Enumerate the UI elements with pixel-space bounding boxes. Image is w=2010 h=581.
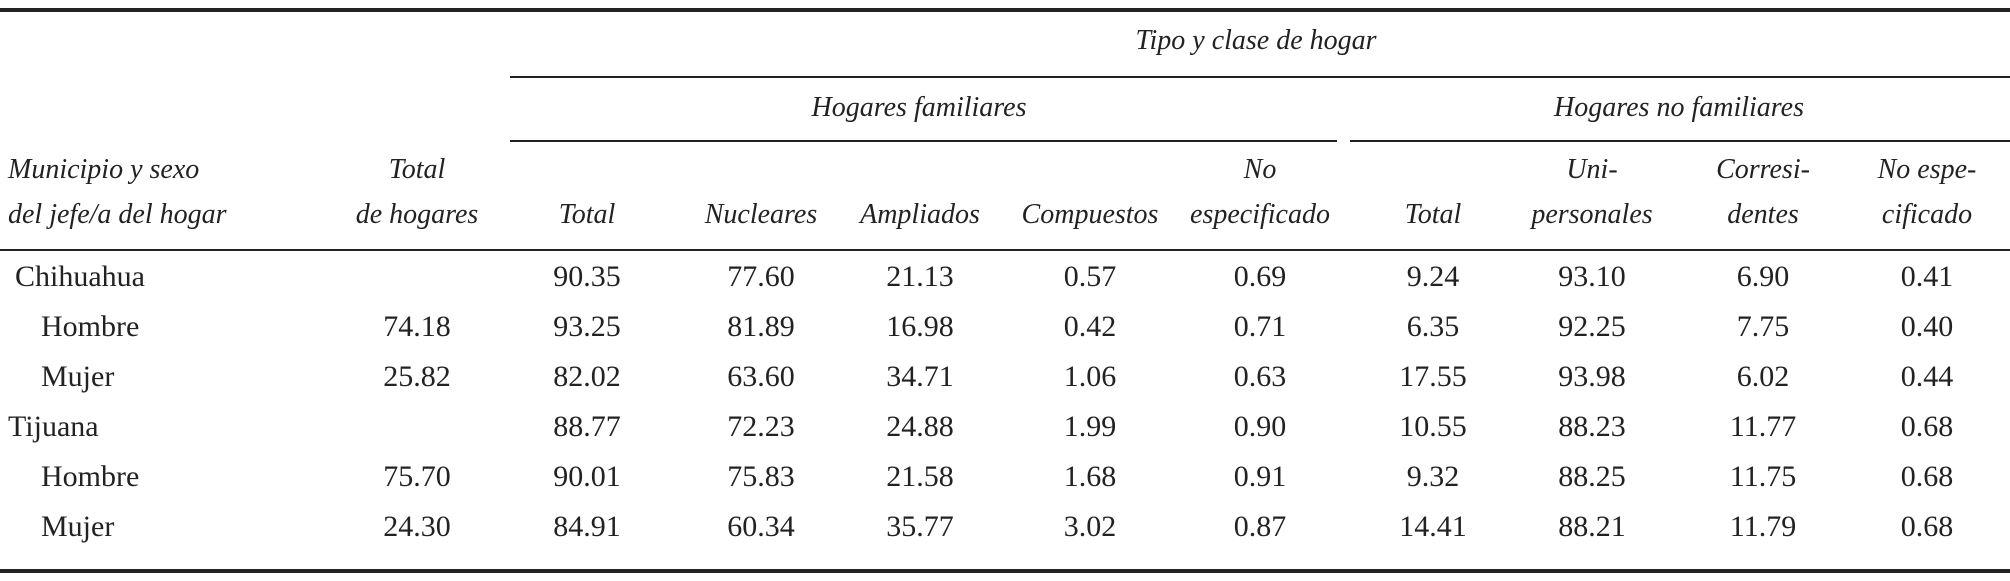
row-label: Chihuahua: [15, 260, 145, 293]
column-header: Total: [388, 154, 446, 185]
column-header: Uni-: [1566, 154, 1618, 185]
cell: 75.83: [727, 460, 795, 493]
cell: 34.71: [886, 360, 954, 393]
cell: 0.44: [1900, 360, 1954, 393]
cell: 0.71: [1233, 310, 1287, 343]
cell: 14.41: [1399, 510, 1467, 543]
column-header: de hogares: [355, 199, 479, 230]
cell: 60.34: [727, 510, 795, 543]
column-header: Nucleares: [704, 199, 818, 230]
cell: 7.75: [1736, 310, 1790, 343]
group-header: Hogares no familiares: [1554, 92, 1804, 123]
cell: 0.63: [1233, 360, 1287, 393]
cell: 0.68: [1900, 460, 1954, 493]
cell: 35.77: [886, 510, 954, 543]
column-header: Total: [558, 199, 616, 230]
cell: 9.24: [1406, 260, 1460, 293]
column-header: personales: [1531, 199, 1653, 230]
cell: 74.18: [383, 310, 451, 343]
cell: 11.77: [1729, 410, 1797, 443]
cell: 0.91: [1233, 460, 1287, 493]
cell: 93.98: [1558, 360, 1626, 393]
cell: 88.77: [553, 410, 621, 443]
cell: 0.42: [1063, 310, 1117, 343]
cell: 9.32: [1406, 460, 1460, 493]
cell: 93.25: [553, 310, 621, 343]
cell: 0.68: [1900, 510, 1954, 543]
cell: 24.88: [886, 410, 954, 443]
column-header: No espe-: [1877, 154, 1977, 185]
row-label: Hombre: [41, 310, 140, 343]
row-label: Tijuana: [8, 410, 99, 443]
cell: 0.69: [1233, 260, 1287, 293]
cell: 0.57: [1063, 260, 1117, 293]
row-label: Hombre: [41, 460, 140, 493]
cell: 0.41: [1900, 260, 1954, 293]
cell: 72.23: [727, 410, 795, 443]
table-title: Tipo y clase de hogar: [1135, 25, 1377, 56]
cell: 81.89: [727, 310, 795, 343]
subgroup-rule: [510, 140, 1337, 142]
cell: 21.13: [886, 260, 954, 293]
column-header: No: [1243, 154, 1277, 185]
column-header: especificado: [1190, 199, 1330, 230]
group-header: Hogares familiares: [811, 92, 1027, 123]
column-header: Ampliados: [860, 199, 980, 230]
row-label: Mujer: [41, 510, 115, 543]
cell: 6.90: [1736, 260, 1790, 293]
cell: 93.10: [1558, 260, 1626, 293]
column-header: Corresi-: [1716, 154, 1810, 185]
cell: 0.87: [1233, 510, 1287, 543]
cell: 88.25: [1558, 460, 1626, 493]
cell: 88.21: [1558, 510, 1626, 543]
cell: 92.25: [1558, 310, 1626, 343]
subgroup-rule: [1350, 140, 2010, 142]
cell: 21.58: [886, 460, 954, 493]
cell: 24.30: [383, 510, 451, 543]
cell: 77.60: [727, 260, 795, 293]
cell: 1.68: [1063, 460, 1117, 493]
cell: 0.90: [1233, 410, 1287, 443]
cell: 90.35: [553, 260, 621, 293]
cell: 63.60: [727, 360, 795, 393]
column-header: dentes: [1727, 199, 1799, 230]
column-header: Total: [1404, 199, 1462, 230]
cell: 6.35: [1406, 310, 1460, 343]
row-label: Mujer: [41, 360, 115, 393]
cell: 17.55: [1399, 360, 1467, 393]
top-rule: [0, 8, 2010, 12]
cell: 0.40: [1900, 310, 1954, 343]
cell: 88.23: [1558, 410, 1626, 443]
cell: 10.55: [1399, 410, 1467, 443]
cell: 0.68: [1900, 410, 1954, 443]
column-header: del jefe/a del hogar: [8, 199, 227, 230]
bottom-rule: [0, 569, 2010, 573]
cell: 16.98: [886, 310, 954, 343]
cell: 90.01: [553, 460, 621, 493]
cell: 25.82: [383, 360, 451, 393]
cell: 11.75: [1729, 460, 1797, 493]
cell: 6.02: [1736, 360, 1790, 393]
header-rule: [0, 249, 2010, 251]
group-rule: [510, 76, 2010, 78]
cell: 11.79: [1729, 510, 1797, 543]
cell: 75.70: [383, 460, 451, 493]
column-header: Compuestos: [1021, 199, 1159, 230]
column-header: cificado: [1881, 199, 1973, 230]
cell: 3.02: [1063, 510, 1117, 543]
column-header: Municipio y sexo: [8, 154, 200, 185]
cell: 1.99: [1063, 410, 1117, 443]
cell: 1.06: [1063, 360, 1117, 393]
cell: 82.02: [553, 360, 621, 393]
cell: 84.91: [553, 510, 621, 543]
